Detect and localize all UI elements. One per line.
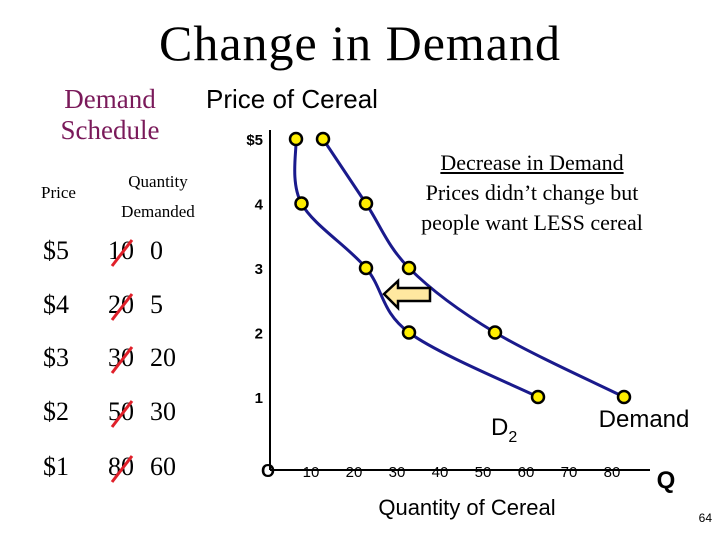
y-tick-label-4: 1 bbox=[255, 390, 263, 407]
chart-curves bbox=[293, 138, 625, 399]
schedule-price-1: $4 bbox=[43, 290, 69, 319]
schedule-price-3: $2 bbox=[43, 397, 69, 426]
series-line-0 bbox=[321, 138, 625, 399]
decrease-annotation: Decrease in Demand Prices didn’t change … bbox=[396, 148, 668, 238]
chart-title: Price of Cereal bbox=[206, 84, 378, 114]
schedule-price-2: $3 bbox=[43, 343, 69, 372]
x-tick-label-4: 50 bbox=[475, 464, 492, 481]
chart-labels: $5 4 3 2 1 10 20 30 40 50 60 70 80 O Q Quantity of Cere… bbox=[246, 132, 689, 520]
series-1-point-0 bbox=[288, 131, 304, 147]
shift-arrow bbox=[382, 278, 432, 312]
x-axis-label: Quantity of Cereal bbox=[378, 495, 555, 520]
series-1-point-3 bbox=[401, 325, 417, 340]
x-axis-end-label: Q bbox=[657, 467, 676, 494]
schedule-strikes bbox=[110, 239, 134, 483]
schedule-new-qty-3: 30 bbox=[150, 397, 176, 426]
y-tick-label-1: 4 bbox=[255, 197, 264, 214]
series-label-d2: D2 bbox=[491, 414, 517, 446]
schedule-new-qty-1: 5 bbox=[150, 290, 163, 319]
slide-title: Change in Demand bbox=[158, 15, 561, 71]
series-1-point-4 bbox=[530, 389, 546, 405]
chart-points bbox=[288, 131, 632, 405]
schedule-new-qty-0: 0 bbox=[150, 236, 163, 265]
y-tick-label-0: $5 bbox=[246, 132, 263, 149]
x-tick-label-6: 70 bbox=[561, 464, 578, 481]
y-tick-label-3: 2 bbox=[255, 326, 263, 343]
schedule-title: Demand Schedule bbox=[60, 84, 160, 145]
schedule-col-quantity: Quantity Demanded bbox=[121, 172, 195, 221]
annotation-line-3: people want LESS cereal bbox=[421, 210, 643, 235]
x-tick-label-0: 10 bbox=[303, 464, 320, 481]
annotation-line-2: Prices didn’t change but bbox=[425, 180, 639, 205]
schedule-col-price: Price bbox=[41, 183, 76, 202]
series-1-point-2 bbox=[358, 260, 374, 276]
x-tick-label-1: 20 bbox=[346, 464, 363, 481]
strike-mark-1 bbox=[110, 293, 134, 321]
strike-mark-2 bbox=[110, 346, 134, 374]
series-0-point-0 bbox=[315, 131, 331, 147]
schedule-price-4: $1 bbox=[43, 452, 69, 481]
series-0-point-1 bbox=[358, 196, 374, 211]
series-line-1 bbox=[293, 138, 539, 399]
y-tick-label-2: 3 bbox=[255, 261, 263, 278]
strike-mark-3 bbox=[110, 400, 134, 428]
schedule-new-qty-2: 20 bbox=[150, 343, 176, 372]
x-tick-label-7: 80 bbox=[604, 464, 621, 481]
shift-arrow-group bbox=[382, 278, 432, 312]
strike-mark-0 bbox=[110, 239, 134, 267]
x-tick-label-5: 60 bbox=[518, 464, 535, 481]
origin-label: O bbox=[261, 461, 275, 481]
strike-mark-4 bbox=[110, 455, 134, 483]
chart-axes bbox=[269, 130, 650, 471]
x-tick-label-2: 30 bbox=[389, 464, 406, 481]
series-1-point-1 bbox=[294, 196, 309, 211]
series-0-point-2 bbox=[401, 260, 417, 276]
series-label-demand: Demand bbox=[599, 406, 690, 433]
annotation-heading: Decrease in Demand bbox=[440, 150, 624, 175]
schedule-price-0: $5 bbox=[43, 236, 69, 265]
schedule-new-qty-4: 60 bbox=[150, 452, 176, 481]
series-0-point-4 bbox=[616, 389, 632, 405]
page-number: 64 bbox=[699, 511, 713, 525]
series-0-point-3 bbox=[487, 325, 503, 340]
x-tick-label-3: 40 bbox=[432, 464, 449, 481]
